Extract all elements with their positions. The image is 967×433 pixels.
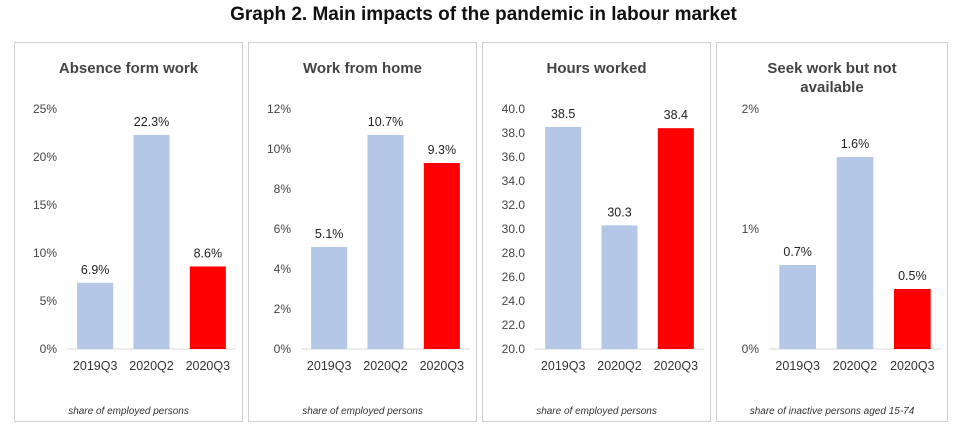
x-tick-label: 2020Q2 <box>597 359 642 373</box>
data-label: 22.3% <box>134 115 169 129</box>
x-tick-label: 2019Q3 <box>73 359 118 373</box>
data-label: 0.5% <box>898 269 927 283</box>
bar <box>77 282 114 349</box>
data-label: 9.3% <box>428 143 457 157</box>
bar <box>657 128 694 349</box>
y-tick-label: 0% <box>40 342 58 356</box>
bar <box>893 289 931 349</box>
y-tick-label: 15% <box>33 198 57 212</box>
x-tick-label: 2020Q3 <box>890 359 935 373</box>
data-label: 38.5 <box>551 107 575 121</box>
y-tick-label: 38.0 <box>502 126 526 140</box>
y-tick-label: 1% <box>742 222 760 236</box>
bar <box>367 135 404 349</box>
chart-title: Seek work but not available <box>767 60 897 96</box>
y-tick-label: 20% <box>33 150 57 164</box>
chart-svg: 0% 5% 10% 15% 20% 25% 6.9% 2019Q3 22.3% 2020Q2 8.6… <box>33 102 236 373</box>
bar <box>836 157 874 349</box>
chart-footnote: share of employed persons <box>302 406 423 417</box>
y-tick-label: 0% <box>274 342 292 356</box>
bar <box>545 127 582 349</box>
x-tick-label: 2019Q3 <box>307 359 352 373</box>
bar <box>779 265 817 349</box>
y-tick-label: 22.0 <box>502 318 526 332</box>
chart-footnote: share of employed persons <box>536 406 657 417</box>
bar <box>189 266 226 349</box>
y-tick-label: 26.0 <box>502 270 526 284</box>
data-label: 30.3 <box>607 205 631 219</box>
bar <box>311 247 348 349</box>
y-tick-label: 25% <box>33 102 57 116</box>
y-tick-label: 40.0 <box>502 102 526 116</box>
x-tick-label: 2019Q3 <box>541 359 586 373</box>
y-tick-label: 34.0 <box>502 174 526 188</box>
chart-footnote: share of employed persons <box>68 406 189 417</box>
chart-panel-seek-work: Seek work but not available 0% 1% 2% 0.7% 20… <box>716 42 948 422</box>
bar <box>133 134 170 349</box>
data-label: 6.9% <box>81 263 110 277</box>
data-label: 38.4 <box>664 108 688 122</box>
chart-title: Hours worked <box>546 60 647 77</box>
y-tick-label: 5% <box>40 294 58 308</box>
x-tick-label: 2020Q2 <box>129 359 174 373</box>
y-tick-label: 24.0 <box>502 294 526 308</box>
data-label: 0.7% <box>783 245 812 259</box>
x-tick-label: 2020Q3 <box>186 359 231 373</box>
data-label: 8.6% <box>194 246 223 260</box>
x-tick-label: 2019Q3 <box>775 359 820 373</box>
y-tick-label: 4% <box>274 262 292 276</box>
chart-panel-hours-worked: Hours worked 20.0 22.0 24.0 26.0 28.0 30.0 32.… <box>482 42 711 422</box>
y-tick-label: 12% <box>267 102 291 116</box>
data-label: 5.1% <box>315 227 344 241</box>
y-tick-label: 20.0 <box>502 342 526 356</box>
chart-title: Absence form work <box>58 60 199 77</box>
chart-panel-absence: Absence form work 0% 5% 10% 15% 20% 25% 6.9% 20… <box>14 42 243 422</box>
y-tick-label: 28.0 <box>502 246 526 260</box>
bar <box>601 225 638 349</box>
chart-svg: 20.0 22.0 24.0 26.0 28.0 30.0 32.0 34.0 36.0 38.0… <box>502 102 704 373</box>
x-tick-label: 2020Q2 <box>363 359 408 373</box>
data-label: 1.6% <box>841 137 870 151</box>
chart-svg: 0% 2% 4% 6% 8% 10% 12% 5.1% 2019Q3 10.7% 2020Q2 9.3… <box>267 102 470 373</box>
y-tick-label: 32.0 <box>502 198 526 212</box>
y-tick-label: 8% <box>274 182 292 196</box>
chart-panel-work-from-home: Work from home 0% 2% 4% 6% 8% 10% 12% 5.1% 2019Q… <box>248 42 477 422</box>
chart-title: Work from home <box>303 60 422 77</box>
y-tick-label: 36.0 <box>502 150 526 164</box>
y-tick-label: 0% <box>742 342 760 356</box>
y-tick-label: 30.0 <box>502 222 526 236</box>
y-tick-label: 10% <box>33 246 57 260</box>
page-title: Graph 2. Main impacts of the pandemic in… <box>230 4 737 25</box>
bar <box>423 163 460 349</box>
x-tick-label: 2020Q2 <box>833 359 878 373</box>
y-tick-label: 6% <box>274 222 292 236</box>
y-tick-label: 2% <box>274 302 292 316</box>
chart-svg: 0% 1% 2% 0.7% 2019Q3 1.6% 2020Q2 0.5% 2020Q3 <box>742 102 941 373</box>
data-label: 10.7% <box>368 115 403 129</box>
x-tick-label: 2020Q3 <box>420 359 465 373</box>
y-tick-label: 2% <box>742 102 760 116</box>
y-tick-label: 10% <box>267 142 291 156</box>
x-tick-label: 2020Q3 <box>654 359 699 373</box>
chart-footnote: share of inactive persons aged 15-74 <box>749 406 915 417</box>
